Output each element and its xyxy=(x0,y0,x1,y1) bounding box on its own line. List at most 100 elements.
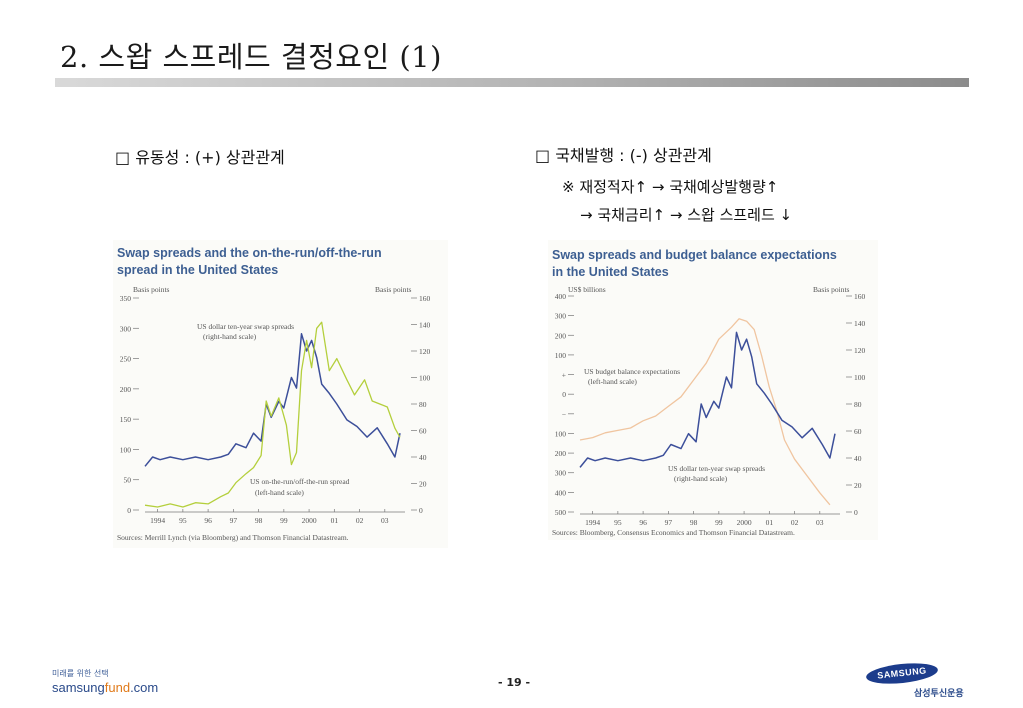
samsung-logo: SAMSUNG 삼성투신운용 xyxy=(862,660,974,700)
left-tick-label: 0 xyxy=(127,506,131,515)
x-tick-label: 2000 xyxy=(737,518,752,527)
right-tick-label: 60 xyxy=(419,427,427,436)
issuance-heading: □ 국채발행 : (-) 상관관계 xyxy=(535,146,712,165)
budget-chart-svg: Swap spreads and budget balance expectat… xyxy=(552,248,866,537)
right-tick-label: 80 xyxy=(854,400,862,409)
footer-slogan: 미래를 위한 선택 xyxy=(52,669,109,678)
right-axis-unit: Basis points xyxy=(375,285,412,294)
x-tick-label: 96 xyxy=(204,516,212,525)
x-tick-label: 98 xyxy=(690,518,698,527)
right-tick-label: 100 xyxy=(419,374,431,383)
liquidity-chart: Swap spreads and the on-the-run/off-the-… xyxy=(113,240,448,548)
x-tick-label: 96 xyxy=(639,518,647,527)
left-tick-label: 300 xyxy=(555,312,567,321)
liquidity-heading: □ 유동성 : (+) 상관관계 xyxy=(115,148,285,167)
left-axis-unit: Basis points xyxy=(133,285,170,294)
series-label-line1: US dollar ten-year swap spreads xyxy=(197,322,294,331)
left-axis-unit: US$ billions xyxy=(568,285,606,294)
series-label-line2: (left-hand scale) xyxy=(588,377,637,386)
series-label-line2: (right-hand scale) xyxy=(674,474,728,483)
page-number: - 19 - xyxy=(498,676,531,689)
right-tick-label: 0 xyxy=(419,506,423,515)
left-tick-label: 300 xyxy=(555,469,567,478)
series-line xyxy=(579,331,836,468)
x-tick-label: 1994 xyxy=(585,518,600,527)
chart-title-line2: in the United States xyxy=(552,265,669,279)
left-tick-label: 150 xyxy=(120,415,132,424)
series-line xyxy=(144,321,401,508)
samsung-logo-oval: SAMSUNG xyxy=(865,660,939,687)
right-axis-unit: Basis points xyxy=(813,285,850,294)
right-tick-label: 120 xyxy=(419,347,431,356)
footer-site-link[interactable]: samsungfund.com xyxy=(52,680,158,695)
x-tick-label: 03 xyxy=(381,516,389,525)
left-tick-label: 100 xyxy=(555,429,567,438)
x-tick-label: 02 xyxy=(356,516,364,525)
right-tick-label: 140 xyxy=(419,321,431,330)
x-tick-label: 2000 xyxy=(302,516,317,525)
chart-title-line1: Swap spreads and budget balance expectat… xyxy=(552,248,837,262)
x-tick-label: 97 xyxy=(665,518,673,527)
budget-chart: Swap spreads and budget balance expectat… xyxy=(548,240,878,540)
right-tick-label: 60 xyxy=(854,427,862,436)
swap-spread-label: US dollar ten-year swap spreads (right-h… xyxy=(197,322,294,341)
x-tick-label: 1994 xyxy=(150,516,165,525)
x-tick-label: 95 xyxy=(179,516,187,525)
page-title: 2. 스왑 스프레드 결정요인 (1) xyxy=(60,40,442,74)
left-tick-label: 100 xyxy=(120,445,132,454)
right-tick-label: 20 xyxy=(419,480,427,489)
left-tick-label: 50 xyxy=(124,476,132,485)
liquidity-chart-svg: Swap spreads and the on-the-run/off-the-… xyxy=(117,246,431,542)
left-tick-label: 350 xyxy=(120,294,132,303)
right-tick-label: 40 xyxy=(419,453,427,462)
right-tick-label: 20 xyxy=(854,481,862,490)
fiscal-note-line1: ※ 재정적자↑ → 국채예상발행량↑ xyxy=(562,178,779,196)
left-tick-label: 200 xyxy=(555,331,567,340)
x-tick-label: 03 xyxy=(816,518,824,527)
left-tick-label: − xyxy=(562,410,566,419)
left-tick-label: 500 xyxy=(555,508,567,517)
swap-spread-label: US dollar ten-year swap spreads (right-h… xyxy=(668,464,765,483)
left-tick-label: 200 xyxy=(120,385,132,394)
series-label-line1: US on-the-run/off-the-run spread xyxy=(250,477,350,486)
right-tick-label: 160 xyxy=(419,294,431,303)
x-tick-label: 97 xyxy=(230,516,238,525)
site-part-com: .com xyxy=(130,680,159,695)
x-tick-label: 95 xyxy=(614,518,622,527)
chart-title-line2: spread in the United States xyxy=(117,263,278,277)
x-tick-label: 98 xyxy=(255,516,263,525)
left-tick-label: + xyxy=(562,371,566,380)
series-label-line1: US budget balance expectations xyxy=(584,367,680,376)
series-line xyxy=(144,333,401,467)
series-line xyxy=(579,318,831,506)
site-part-fund: fund xyxy=(104,680,131,695)
x-tick-label: 01 xyxy=(766,518,774,527)
series-label-line2: (left-hand scale) xyxy=(255,488,304,497)
left-tick-label: 100 xyxy=(555,351,567,360)
title-divider xyxy=(55,78,969,87)
chart-title-line1: Swap spreads and the on-the-run/off-the-… xyxy=(117,246,382,260)
left-tick-label: 400 xyxy=(555,292,567,301)
company-name: 삼성투신운용 xyxy=(914,689,964,699)
right-tick-label: 140 xyxy=(854,319,866,328)
right-tick-label: 40 xyxy=(854,454,862,463)
fiscal-note-line2: → 국채금리↑ → 스왑 스프레드 ↓ xyxy=(580,206,793,224)
series-label-line1: US dollar ten-year swap spreads xyxy=(668,464,765,473)
x-tick-label: 99 xyxy=(280,516,288,525)
x-tick-label: 01 xyxy=(331,516,339,525)
left-tick-label: 200 xyxy=(555,449,567,458)
footer-brand: 미래를 위한 선택 samsungfund.com xyxy=(52,668,158,695)
right-tick-label: 0 xyxy=(854,508,858,517)
right-tick-label: 160 xyxy=(854,292,866,301)
x-tick-label: 99 xyxy=(715,518,723,527)
site-part-samsung: samsung xyxy=(52,680,105,695)
budget-balance-label: US budget balance expectations (left-han… xyxy=(584,367,680,386)
left-tick-label: 0 xyxy=(562,390,566,399)
right-tick-label: 120 xyxy=(854,346,866,355)
series-label-line2: (right-hand scale) xyxy=(203,332,257,341)
right-tick-label: 100 xyxy=(854,373,866,382)
chart-source: Sources: Merrill Lynch (via Bloomberg) a… xyxy=(117,533,349,542)
on-off-run-label: US on-the-run/off-the-run spread (left-h… xyxy=(250,477,350,497)
right-tick-label: 80 xyxy=(419,400,427,409)
x-tick-label: 02 xyxy=(791,518,799,527)
